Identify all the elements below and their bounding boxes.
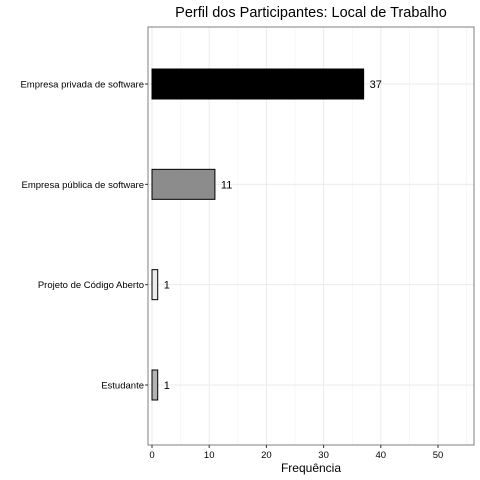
y-tick-label: Projeto de Código Aberto — [38, 280, 144, 291]
bar — [151, 269, 159, 301]
y-tick-label: Empresa pública de software — [21, 180, 144, 191]
x-tick-label: 10 — [204, 450, 215, 461]
data-label: 1 — [164, 280, 170, 292]
y-tick-label: Estudante — [101, 381, 144, 392]
y-tick-label: Empresa privada de software — [20, 80, 144, 91]
x-tick-label: 20 — [261, 450, 272, 461]
x-axis: 0 10 20 30 40 50 — [149, 445, 443, 461]
data-label: 1 — [164, 380, 170, 392]
y-axis: Empresa privada de software Empresa públi… — [20, 80, 148, 392]
bars — [151, 68, 365, 401]
data-label: 11 — [221, 179, 232, 191]
x-tick-label: 50 — [433, 450, 444, 461]
x-tick-label: 30 — [318, 450, 329, 461]
data-label: 37 — [370, 79, 382, 91]
x-axis-label: Frequência — [281, 461, 341, 475]
x-tick-label: 0 — [149, 450, 154, 461]
x-tick-label: 40 — [376, 450, 387, 461]
bar — [151, 369, 159, 401]
bar — [151, 68, 365, 100]
chart-title: Perfil dos Participantes: Local de Traba… — [175, 5, 447, 21]
bar — [151, 168, 216, 200]
plot-panel — [147, 26, 475, 446]
